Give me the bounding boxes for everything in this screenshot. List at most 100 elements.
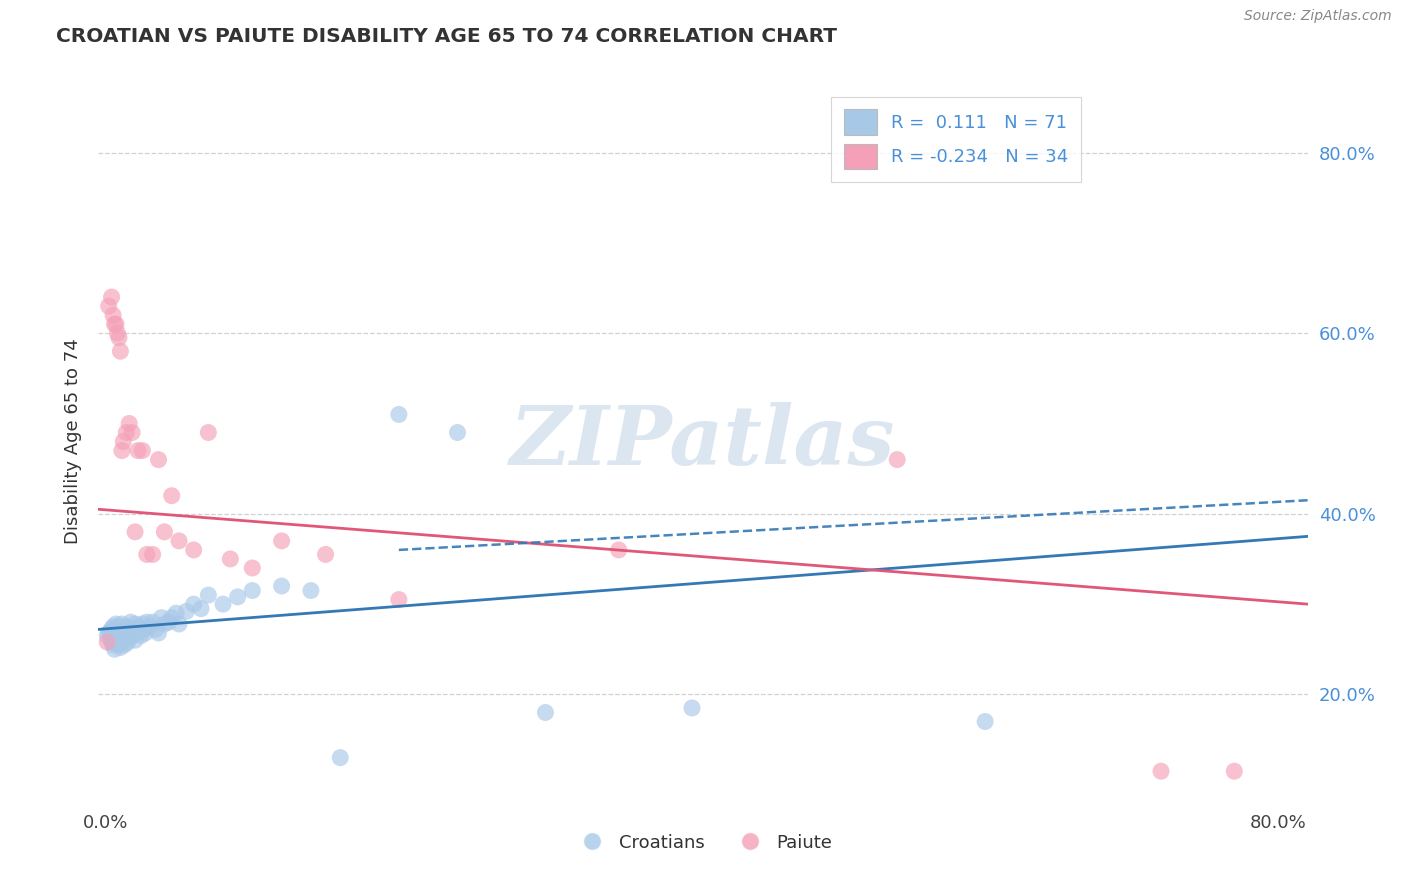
Point bbox=[388, 408, 411, 422]
Point bbox=[153, 524, 176, 539]
Point bbox=[157, 615, 180, 630]
Point bbox=[124, 524, 146, 539]
Point bbox=[111, 443, 134, 458]
Point bbox=[112, 623, 135, 637]
Point bbox=[127, 620, 149, 634]
Point bbox=[219, 552, 242, 566]
Point bbox=[103, 317, 125, 331]
Point bbox=[118, 417, 141, 431]
Point bbox=[446, 425, 468, 440]
Point bbox=[105, 635, 128, 649]
Point bbox=[135, 548, 157, 562]
Point bbox=[114, 626, 136, 640]
Point bbox=[132, 623, 155, 637]
Point bbox=[111, 617, 134, 632]
Point bbox=[100, 635, 122, 649]
Point bbox=[115, 425, 138, 440]
Point bbox=[107, 326, 129, 341]
Point bbox=[160, 489, 183, 503]
Point bbox=[125, 626, 148, 640]
Point bbox=[142, 548, 165, 562]
Point bbox=[121, 629, 143, 643]
Point bbox=[103, 631, 125, 645]
Point bbox=[315, 548, 337, 562]
Point bbox=[96, 635, 118, 649]
Point bbox=[101, 308, 124, 322]
Point bbox=[148, 452, 170, 467]
Point bbox=[167, 617, 190, 632]
Legend: Croatians, Paiute: Croatians, Paiute bbox=[567, 826, 839, 859]
Point bbox=[96, 629, 118, 643]
Point bbox=[107, 626, 129, 640]
Point bbox=[98, 624, 121, 639]
Point bbox=[110, 635, 132, 649]
Point bbox=[100, 623, 122, 637]
Point bbox=[117, 624, 139, 639]
Point bbox=[124, 617, 146, 632]
Point bbox=[138, 620, 160, 634]
Point bbox=[115, 620, 138, 634]
Point bbox=[270, 533, 292, 548]
Point bbox=[101, 638, 124, 652]
Point bbox=[110, 623, 132, 637]
Point bbox=[114, 638, 136, 652]
Point bbox=[108, 624, 131, 639]
Point bbox=[1223, 764, 1246, 779]
Point bbox=[112, 633, 135, 648]
Point bbox=[165, 606, 187, 620]
Point bbox=[128, 624, 150, 639]
Point bbox=[131, 443, 153, 458]
Point bbox=[240, 561, 263, 575]
Point bbox=[212, 597, 235, 611]
Point bbox=[111, 629, 134, 643]
Point bbox=[299, 583, 322, 598]
Point bbox=[118, 631, 141, 645]
Point bbox=[329, 750, 352, 764]
Point bbox=[108, 638, 131, 652]
Point bbox=[101, 633, 124, 648]
Point bbox=[121, 425, 143, 440]
Point bbox=[122, 623, 145, 637]
Point bbox=[1150, 764, 1173, 779]
Point bbox=[681, 701, 703, 715]
Point bbox=[240, 583, 263, 598]
Point bbox=[160, 610, 183, 624]
Point bbox=[270, 579, 292, 593]
Point bbox=[103, 624, 125, 639]
Point bbox=[110, 640, 132, 655]
Point bbox=[100, 290, 122, 304]
Text: Source: ZipAtlas.com: Source: ZipAtlas.com bbox=[1244, 9, 1392, 23]
Point bbox=[112, 434, 135, 449]
Point bbox=[108, 331, 131, 345]
Point bbox=[134, 626, 156, 640]
Point bbox=[142, 615, 165, 630]
Point bbox=[107, 620, 129, 634]
Point bbox=[197, 425, 219, 440]
Point bbox=[153, 617, 176, 632]
Point bbox=[150, 610, 173, 624]
Y-axis label: Disability Age 65 to 74: Disability Age 65 to 74 bbox=[63, 339, 82, 544]
Point bbox=[226, 590, 249, 604]
Point bbox=[105, 617, 128, 632]
Point bbox=[974, 714, 997, 729]
Point bbox=[110, 344, 132, 359]
Point bbox=[105, 317, 128, 331]
Point bbox=[183, 597, 205, 611]
Point bbox=[103, 642, 125, 657]
Point bbox=[145, 623, 167, 637]
Point bbox=[127, 443, 149, 458]
Point bbox=[107, 633, 129, 648]
Text: CROATIAN VS PAIUTE DISABILITY AGE 65 TO 74 CORRELATION CHART: CROATIAN VS PAIUTE DISABILITY AGE 65 TO … bbox=[56, 27, 837, 45]
Point bbox=[97, 299, 120, 313]
Point bbox=[197, 588, 219, 602]
Point bbox=[607, 542, 630, 557]
Point bbox=[101, 620, 124, 634]
Point bbox=[190, 601, 212, 615]
Point bbox=[176, 604, 198, 618]
Point bbox=[105, 629, 128, 643]
Point bbox=[120, 626, 142, 640]
Text: ZIPatlas: ZIPatlas bbox=[510, 401, 896, 482]
Point bbox=[117, 635, 139, 649]
Point bbox=[886, 452, 908, 467]
Point bbox=[183, 542, 205, 557]
